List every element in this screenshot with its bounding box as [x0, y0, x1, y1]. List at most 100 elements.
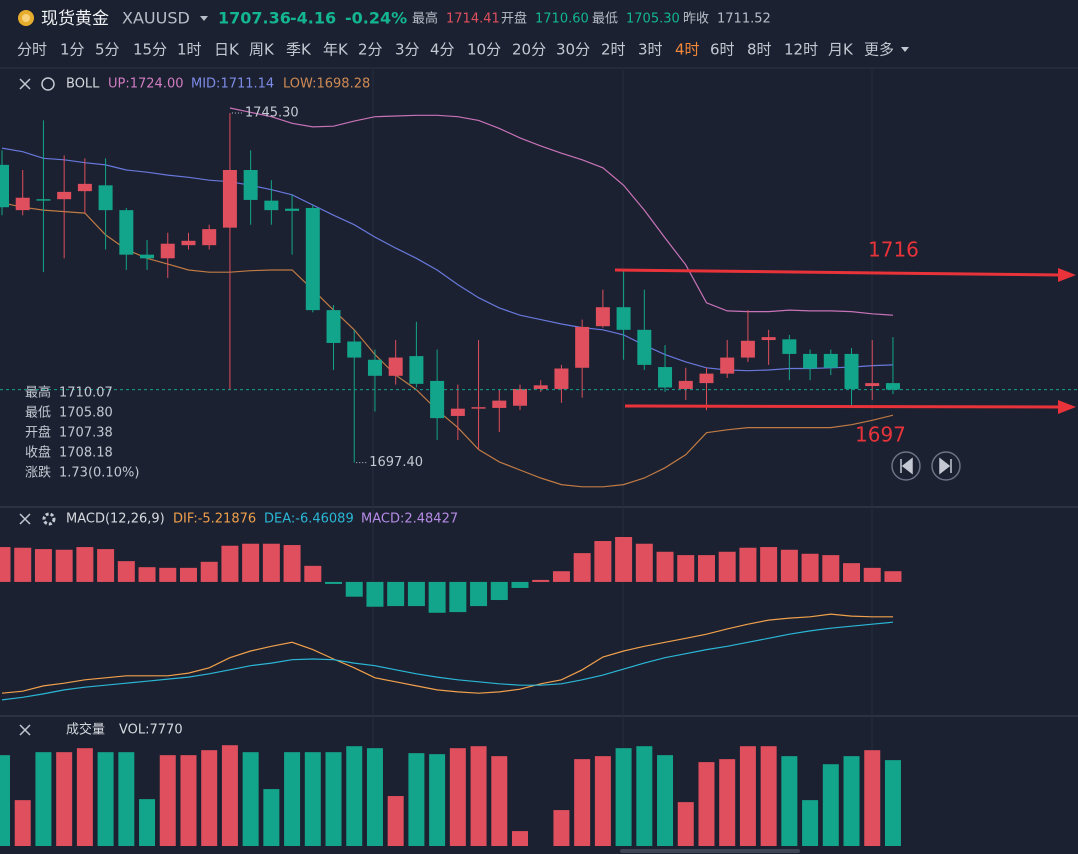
instrument-name[interactable]: 现货黄金	[41, 9, 109, 29]
legend-entry: MACD:2.48427	[361, 512, 458, 527]
timeframe-tab[interactable]: 3时	[638, 41, 663, 59]
timeframe-tab[interactable]: 20分	[512, 41, 546, 59]
candle-body	[264, 200, 279, 211]
timeframe-tab[interactable]: 30分	[556, 41, 590, 59]
candle-body	[347, 341, 362, 358]
dropdown-arrow[interactable]	[200, 16, 208, 21]
next-button[interactable]	[931, 451, 961, 481]
volume-bar	[802, 800, 819, 846]
stats: 最高 1714.41 开盘 1710.60 最低 1705.30 昨收 1711.52	[412, 11, 771, 27]
instrument-symbol[interactable]: XAUUSD	[122, 9, 190, 28]
macd-bar	[863, 567, 881, 582]
candle-body	[885, 383, 900, 390]
candle-body	[658, 367, 673, 388]
volume-bar	[14, 800, 31, 846]
timeframe-tab[interactable]: 5分	[95, 41, 120, 59]
close-icon[interactable]	[19, 78, 31, 90]
candle-body	[595, 307, 610, 327]
candle-body	[616, 307, 631, 330]
timeframe-tab[interactable]: 1分	[60, 41, 85, 59]
arrow-head	[1058, 400, 1076, 414]
candle-body	[202, 229, 217, 246]
timeframe-tab[interactable]: 年K	[323, 41, 349, 59]
volume-bar	[636, 746, 653, 846]
timeframe-tab[interactable]: 4分	[430, 41, 455, 59]
info-label: 最低	[25, 406, 51, 421]
macd-bar	[697, 555, 715, 582]
volume-bar	[719, 759, 736, 846]
macd-bar	[76, 547, 94, 582]
candle-body	[450, 408, 465, 416]
timeframe-tab[interactable]: 15分	[133, 41, 167, 59]
candle-body	[326, 310, 341, 343]
timeframe-tab[interactable]: 6时	[710, 41, 735, 59]
settings-icon[interactable]	[42, 512, 56, 526]
candle-body	[119, 210, 134, 255]
candle-body	[865, 383, 880, 387]
close-icon[interactable]	[19, 513, 31, 525]
candle-body	[367, 359, 382, 376]
prev-icon[interactable]	[900, 457, 913, 475]
volume-bar	[553, 810, 570, 846]
timeframe-tab[interactable]: 4时	[675, 41, 700, 59]
candle-body	[575, 326, 590, 368]
timeframe-tab[interactable]: 更多	[864, 41, 894, 59]
dropdown-arrow[interactable]	[901, 47, 909, 52]
volume-bar	[304, 752, 321, 846]
macd-bar	[490, 581, 508, 601]
macd-bar	[718, 551, 736, 582]
settings-icon[interactable]	[41, 77, 55, 91]
next-icon[interactable]	[939, 457, 952, 475]
timeframe-tab[interactable]: 日K	[214, 41, 240, 59]
candle-body	[243, 169, 258, 200]
candle-body	[803, 353, 818, 369]
macd-bar	[345, 581, 363, 597]
macd-bar	[117, 561, 135, 582]
volume-bar	[677, 802, 694, 846]
timeframe-tab[interactable]: 12时	[784, 41, 818, 59]
candle-body	[678, 380, 693, 389]
indicator-line	[1, 202, 894, 488]
timeframe-tab[interactable]: 1时	[177, 41, 202, 59]
timeframe-tab[interactable]: 周K	[249, 41, 275, 59]
last-price: 1707.36	[218, 9, 291, 28]
volume-bar	[470, 746, 487, 846]
legend-entry: UP:1724.00	[108, 77, 184, 92]
timeframe-tab[interactable]: 10分	[467, 41, 501, 59]
volume-bar	[491, 756, 508, 846]
timeframe-tab[interactable]: 分时	[17, 41, 47, 59]
candle-body	[492, 400, 507, 408]
stat-label: 昨收	[683, 12, 709, 27]
candle-body	[140, 254, 155, 259]
scrollbar[interactable]	[620, 849, 800, 853]
prev-button[interactable]	[891, 451, 921, 481]
candle-body	[720, 357, 735, 374]
volume-bar	[180, 755, 197, 846]
timeframe-tab[interactable]: 季K	[286, 41, 312, 59]
macd-bar	[552, 571, 570, 582]
timeframe-tab[interactable]: 月K	[828, 41, 854, 59]
plot: BOLL UP:1724.00 MID:1711.14 LOW:1698.28 1745…	[0, 77, 1078, 846]
stat-label: 最高	[412, 11, 438, 27]
candle-body	[160, 243, 175, 259]
volume-bar	[698, 762, 715, 846]
timeframe-tab[interactable]: 2分	[358, 41, 383, 59]
macd-bar	[511, 581, 529, 588]
timeframe-tab[interactable]: 8时	[747, 41, 772, 59]
indicator-line	[229, 107, 894, 316]
close-icon[interactable]	[19, 724, 31, 736]
macd-bar	[843, 563, 861, 582]
volume-bar	[35, 752, 52, 846]
volume-bar	[76, 748, 93, 846]
legend-entry: VOL:7770	[119, 723, 183, 738]
timeframe-tab[interactable]: 2时	[601, 41, 626, 59]
timeframe-tab[interactable]: 3分	[395, 41, 420, 59]
macd-bar	[242, 543, 260, 582]
stat-value: 1710.60	[535, 12, 589, 27]
candle-body	[305, 207, 320, 311]
high-label: 1745.30	[245, 106, 299, 121]
info-label: 涨跌	[25, 465, 51, 481]
